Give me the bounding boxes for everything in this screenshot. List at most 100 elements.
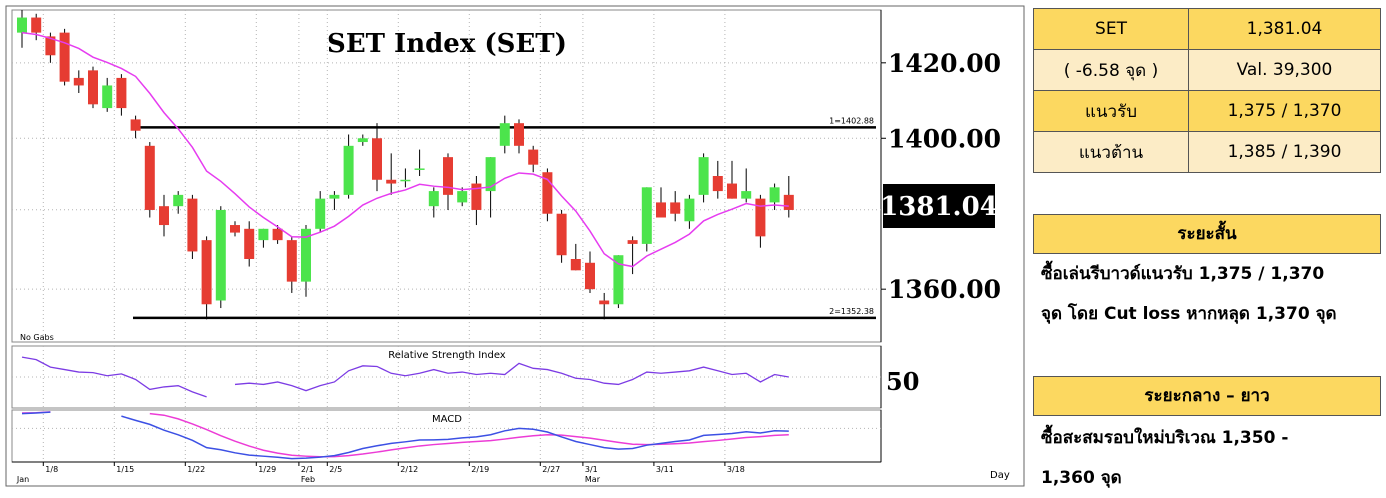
rsi-line: [234, 362, 789, 392]
date-tick-label: 3/11: [656, 465, 674, 474]
candle-body: [514, 123, 524, 146]
candle-body: [173, 194, 184, 207]
candle-body: [73, 77, 84, 86]
macd-pane: [11, 409, 882, 463]
candle-body: [286, 240, 297, 282]
candle-body: [428, 191, 439, 207]
candle-body: [343, 145, 354, 195]
last-price-label: 1381.04: [880, 192, 998, 222]
price-tick-label: 1360.00: [888, 275, 1001, 304]
date-tick-label: 2/5: [329, 465, 342, 474]
candle-body: [712, 176, 723, 192]
candle-body: [102, 85, 113, 109]
candle-body: [741, 191, 752, 199]
candle-body: [471, 183, 482, 210]
candle-body: [144, 145, 155, 210]
candle-body: [116, 77, 127, 109]
candle-body: [301, 228, 311, 282]
set-index-chart: 1=1402.88 2=1352.38 1420.00 1400.00 1360.00…: [5, 5, 1025, 487]
quote-table: SET 1,381.04 ( -6.58 จุด ) Val. 39,300 แ…: [1033, 8, 1381, 173]
quote-cell-support-label: แนวรับ: [1033, 90, 1189, 132]
candle-body: [130, 119, 141, 131]
candle-body: [783, 194, 794, 210]
short-term-line1: ซื้อเล่นรีบาวด์แนวรับ 1,375 / 1,370: [1041, 264, 1325, 284]
candle-body: [400, 179, 411, 182]
date-tick-label: 1/8: [45, 465, 58, 474]
candle-body: [698, 157, 709, 195]
quote-cell-change: ( -6.58 จุด ): [1033, 49, 1189, 91]
candle-body: [457, 191, 468, 203]
candle-body: [499, 123, 510, 146]
quote-cell-symbol: SET: [1033, 8, 1189, 50]
candle-body: [684, 198, 695, 222]
date-tick-label: 3/18: [727, 465, 745, 474]
quote-cell-value: Val. 39,300: [1188, 49, 1381, 91]
date-tick-label: 2/12: [400, 465, 418, 474]
sr-label: 2=1352.38: [829, 307, 874, 316]
month-label: Mar: [585, 475, 601, 484]
candle-body: [230, 225, 240, 233]
candle-body: [485, 157, 496, 192]
candle-body: [627, 240, 638, 244]
candle-body: [201, 240, 212, 305]
macd-title: MACD: [432, 414, 462, 425]
macd-line: [21, 411, 51, 415]
chart-title: SET Index (SET): [327, 29, 567, 59]
month-label: Jan: [16, 475, 29, 484]
date-tick-label: 1/29: [258, 465, 276, 474]
candle-body: [570, 259, 581, 271]
candle-body: [357, 138, 368, 143]
candle-body: [272, 228, 283, 241]
no-gabs-note: No Gabs: [20, 333, 54, 342]
candle-body: [59, 32, 70, 82]
candle-body: [599, 300, 610, 305]
x-axis-day-label: Day: [990, 470, 1010, 481]
candle-body: [613, 255, 624, 305]
chart-frame: [5, 5, 1025, 487]
candle-body: [556, 213, 567, 256]
month-label: Feb: [301, 475, 315, 484]
candle-body: [656, 202, 666, 218]
short-term-heading: ระยะสั้น: [1033, 214, 1381, 254]
long-term-line2: 1,360 จุด: [1041, 468, 1122, 488]
candle-body: [542, 172, 553, 214]
candle-body: [386, 179, 397, 184]
candle-body: [670, 202, 681, 214]
quote-cell-resistance-value: 1,385 / 1,390: [1188, 131, 1381, 173]
candle-body: [215, 209, 226, 301]
ma-line: [21, 31, 789, 268]
quote-cell-price: 1,381.04: [1188, 8, 1381, 50]
price-tick-label: 1400.00: [888, 124, 1001, 153]
candle-body: [443, 157, 453, 195]
last-price-box: [883, 184, 995, 228]
long-term-line1: ซื้อสะสมรอบใหม่บริเวณ 1,350 -: [1041, 428, 1289, 448]
candle-body: [528, 149, 539, 165]
candle-body: [45, 36, 56, 56]
rsi-line: [21, 356, 207, 398]
date-tick-label: 2/27: [542, 465, 560, 474]
short-term-line2: จุด โดย Cut loss หากหลุด 1,370 จุด: [1041, 304, 1337, 324]
candle-body: [727, 183, 737, 199]
rsi-title: Relative Strength Index: [388, 350, 506, 361]
long-term-heading: ระยะกลาง – ยาว: [1033, 376, 1381, 416]
chart-canvas: 1=1402.88 2=1352.38 1420.00 1400.00 1360.00…: [5, 5, 1025, 487]
candle-body: [187, 198, 198, 252]
candle-body: [88, 70, 98, 105]
macd-line: [121, 415, 789, 460]
date-tick-label: 1/15: [116, 465, 134, 474]
rsi-level-label: 50: [886, 367, 919, 396]
candle-body: [159, 206, 169, 226]
candle-body: [329, 194, 340, 199]
price-tick-label: 1420.00: [888, 49, 1001, 78]
candle-body: [372, 138, 382, 180]
sr-label: 1=1402.88: [829, 116, 874, 125]
candle-body: [31, 17, 42, 33]
candle-body: [258, 228, 269, 241]
candle-body: [17, 17, 27, 33]
quote-cell-support-value: 1,375 / 1,370: [1188, 90, 1381, 132]
candle-body: [414, 168, 425, 170]
date-tick-label: 2/19: [471, 465, 489, 474]
quote-cell-resistance-label: แนวต้าน: [1033, 131, 1189, 173]
candle-body: [755, 198, 766, 237]
candle-body: [641, 187, 652, 244]
